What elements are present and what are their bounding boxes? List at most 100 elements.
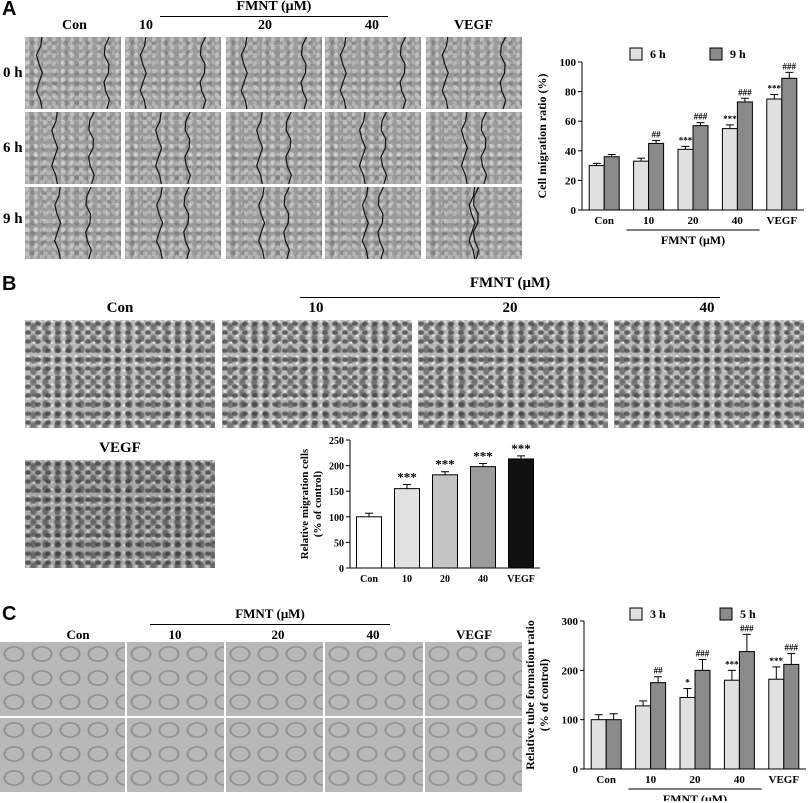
- wound-edge-line: [54, 187, 62, 259]
- wound-edge-line: [460, 112, 469, 184]
- y-tick-label: 50: [334, 538, 344, 549]
- y-tick-label: 100: [562, 715, 579, 727]
- micrograph-c-40-5h: [325, 718, 423, 792]
- wound-edge-line: [183, 187, 191, 259]
- y-tick-label: 200: [562, 665, 579, 677]
- wound-edge-line: [51, 112, 59, 184]
- wound-edge-line: [155, 112, 163, 184]
- panel-a-col-40: 40: [365, 18, 379, 33]
- panel-c-col-vegf: VEGF: [455, 627, 493, 642]
- micrograph-c-20-5h: [226, 718, 323, 792]
- wound-edge-line: [300, 37, 308, 109]
- micrograph-a-40-0h: [325, 37, 421, 109]
- x-tick-label: 40: [478, 574, 488, 585]
- panel-letter-c: C: [2, 603, 17, 625]
- y-tick-label: 250: [329, 436, 344, 447]
- micrograph-b-20: [418, 320, 608, 428]
- panel-a-group-line: [160, 16, 388, 17]
- y-tick-label: 300: [562, 616, 579, 628]
- x-tick-label: 20: [690, 774, 702, 786]
- micrograph-c-10-5h: [127, 718, 224, 792]
- bar: [605, 719, 622, 770]
- group-label: FMNT (μM): [663, 792, 727, 801]
- bar: [736, 101, 753, 211]
- panel-a-row-6h: 6 h: [3, 140, 23, 156]
- bar: [508, 458, 534, 569]
- x-tick-label: 10: [402, 574, 412, 585]
- bar: [723, 679, 740, 770]
- micrograph-a-10-6h: [125, 112, 221, 184]
- wound-edge-line: [87, 112, 95, 184]
- chart-b: 0 50 100 150 200 250 Relative migration cells(…: [299, 436, 540, 585]
- significance-mark: ***: [723, 114, 737, 124]
- y-axis-label: Relative migration cells(% of control): [299, 448, 324, 559]
- significance-mark: *: [685, 678, 690, 688]
- bar: [783, 663, 800, 770]
- panel-b-col-20: 20: [502, 300, 518, 316]
- panel-c-col-20: 20: [271, 627, 285, 642]
- micrograph-b-10: [222, 320, 412, 428]
- panel-c-col-10: 10: [168, 627, 182, 642]
- micrograph-c-con-5h: [0, 718, 125, 792]
- wound-edge-line: [441, 37, 449, 109]
- significance-mark: ***: [511, 441, 531, 456]
- wound-edge-line: [199, 37, 207, 109]
- significance-mark: ***: [473, 449, 493, 464]
- bar: [356, 516, 382, 569]
- bar: [603, 156, 620, 211]
- significance-mark: ##: [652, 129, 662, 139]
- legend-swatch: [709, 47, 723, 61]
- wound-edge-line: [380, 112, 388, 184]
- panel-b-col-40: 40: [699, 300, 715, 316]
- micrograph-c-40-3h: [325, 642, 423, 716]
- bar: [432, 474, 458, 569]
- micrograph-a-20-6h: [226, 112, 322, 184]
- group-label: FMNT (μM): [661, 233, 725, 247]
- micrograph-c-20-3h: [226, 642, 323, 716]
- x-tick-label: VEGF: [767, 215, 798, 227]
- significance-mark: ###: [694, 112, 708, 122]
- y-tick-label: 150: [329, 487, 344, 498]
- panel-b-col-con: Con: [106, 300, 134, 316]
- wound-edge-line: [283, 187, 291, 259]
- wound-edge-line: [358, 112, 367, 184]
- wound-edge-line: [499, 37, 507, 109]
- y-tick-label: 0: [573, 764, 579, 776]
- micrograph-a-10-0h: [125, 37, 221, 109]
- y-tick-label: 100: [560, 57, 577, 69]
- panel-c-col-40: 40: [366, 627, 380, 642]
- panel-a-row-9h: 9 h: [3, 211, 23, 227]
- x-tick-label: 10: [645, 774, 657, 786]
- micrograph-c-vegf-3h: [425, 642, 522, 716]
- micrograph-a-vegf-9h: [426, 187, 522, 259]
- y-tick-label: 200: [329, 462, 344, 473]
- micrograph-a-40-9h: [325, 187, 421, 259]
- x-tick-label: Con: [596, 774, 616, 786]
- x-tick-label: 20: [688, 215, 700, 227]
- wound-edge-line: [184, 112, 191, 184]
- y-tick-label: 80: [565, 87, 577, 99]
- legend-swatch: [719, 607, 733, 621]
- panel-a-col-con: Con: [62, 18, 87, 33]
- micrograph-b-40: [614, 320, 804, 428]
- panel-letter-b: B: [2, 273, 17, 295]
- chart-c: 0 100 200 300 Relative tube formation ratio(…: [523, 607, 806, 801]
- panel-letter-a: A: [2, 0, 17, 20]
- bar: [694, 669, 711, 770]
- significance-mark: ***: [679, 135, 693, 145]
- micrograph-a-con-0h: [25, 37, 121, 109]
- legend-swatch: [629, 47, 643, 61]
- y-tick-label: 0: [339, 564, 344, 575]
- panel-c-group-line: [150, 624, 390, 625]
- wound-edge-line: [468, 187, 476, 259]
- wound-edge-line: [257, 187, 266, 259]
- panel-b-vegf-label: VEGF: [99, 440, 141, 456]
- chart-a: 0 20 40 60 80 100 Cell migration ratio (%) Con 1…: [535, 47, 804, 247]
- legend-label: 5 h: [740, 607, 756, 621]
- micrograph-c-10-3h: [127, 642, 224, 716]
- legend-swatch: [629, 607, 643, 621]
- y-tick-label: 0: [571, 205, 577, 217]
- significance-mark: ###: [783, 61, 797, 71]
- legend-label: 9 h: [730, 47, 746, 61]
